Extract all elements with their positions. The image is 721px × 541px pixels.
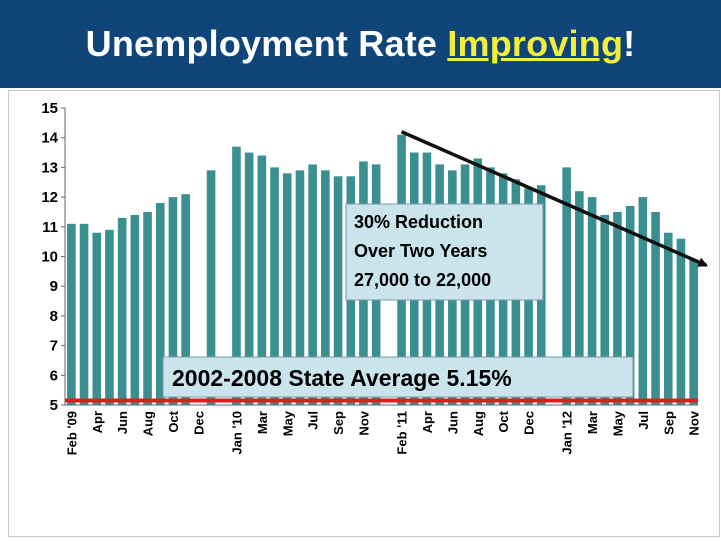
bar [79,223,89,405]
x-tick-label: Sep [331,411,346,435]
bar [130,214,140,405]
title-main: Unemployment Rate [85,23,448,64]
bar [257,155,267,405]
bar [282,173,292,405]
x-tick-label: Mar [255,411,270,434]
bar [613,211,622,405]
title-exclamation: ! [623,23,636,64]
bar [676,238,686,405]
bar [663,232,673,405]
bar [206,170,216,405]
bar [651,211,660,405]
bar [105,229,114,405]
bar [321,170,330,405]
x-tick-label: Jun [115,411,130,434]
x-tick-label: Dec [191,411,206,435]
x-tick-label: Jul [306,411,321,430]
bar [625,206,635,405]
bar [638,197,648,405]
y-tick-label: 11 [42,219,58,236]
x-tick-label: Aug [141,411,156,436]
x-tick-label: Jun [445,411,460,434]
x-tick-label: Feb '11 [395,411,410,455]
bar [92,232,102,405]
state-average-label: 2002-2008 State Average 5.15% [172,365,512,391]
x-tick-label: Feb '09 [64,411,79,455]
bar [168,197,178,405]
y-tick-label: 9 [50,278,58,295]
y-tick-label: 13 [41,159,58,176]
x-tick-label: Apr [90,411,105,433]
x-tick-label: Jan '12 [560,411,575,455]
bar [575,191,584,405]
chart-frame [8,90,720,537]
x-tick-label: Aug [471,411,486,436]
x-tick-label: Apr [420,411,435,433]
bar [600,214,610,405]
bar [270,167,279,405]
annotation-line: 30% Reduction [354,212,483,232]
bar [117,217,127,405]
y-tick-label: 7 [50,338,58,355]
bar [295,170,305,405]
title-highlight: Improving [447,23,624,64]
y-tick-label: 6 [50,367,58,384]
bar [181,194,190,405]
state-average-box [162,356,634,398]
x-tick-label: Sep [661,411,676,435]
slide-title: Unemployment Rate Improving! [86,23,636,65]
title-banner: Unemployment Rate Improving! [0,0,721,88]
x-tick-label: Oct [166,410,181,432]
annotation-box [345,203,544,301]
bar [587,197,597,405]
bar [67,223,76,405]
bar [232,146,241,406]
x-tick-label: Jan '10 [229,411,244,455]
trend-arrow [400,130,709,268]
bar [308,164,317,405]
bar [333,176,343,405]
y-tick-label: 15 [41,100,58,117]
y-tick-label: 10 [41,249,58,266]
bar [143,211,152,405]
bar [562,167,571,405]
x-tick-label: Nov [356,410,371,435]
x-tick-label: May [610,410,625,436]
annotation-line: 27,000 to 22,000 [354,270,491,290]
y-tick-label: 14 [41,130,58,147]
x-tick-label: Nov [687,410,702,435]
x-tick-label: May [280,410,295,436]
y-tick-label: 12 [41,189,58,206]
y-tick-label: 8 [50,308,58,325]
bar [244,152,254,405]
x-tick-label: Jul [636,411,651,430]
bar [155,203,165,405]
x-tick-label: Mar [585,411,600,434]
y-tick-label: 5 [50,397,58,414]
x-tick-label: Oct [496,410,511,432]
annotation-line: Over Two Years [354,241,487,261]
x-tick-label: Dec [522,411,537,435]
bar [689,259,698,405]
